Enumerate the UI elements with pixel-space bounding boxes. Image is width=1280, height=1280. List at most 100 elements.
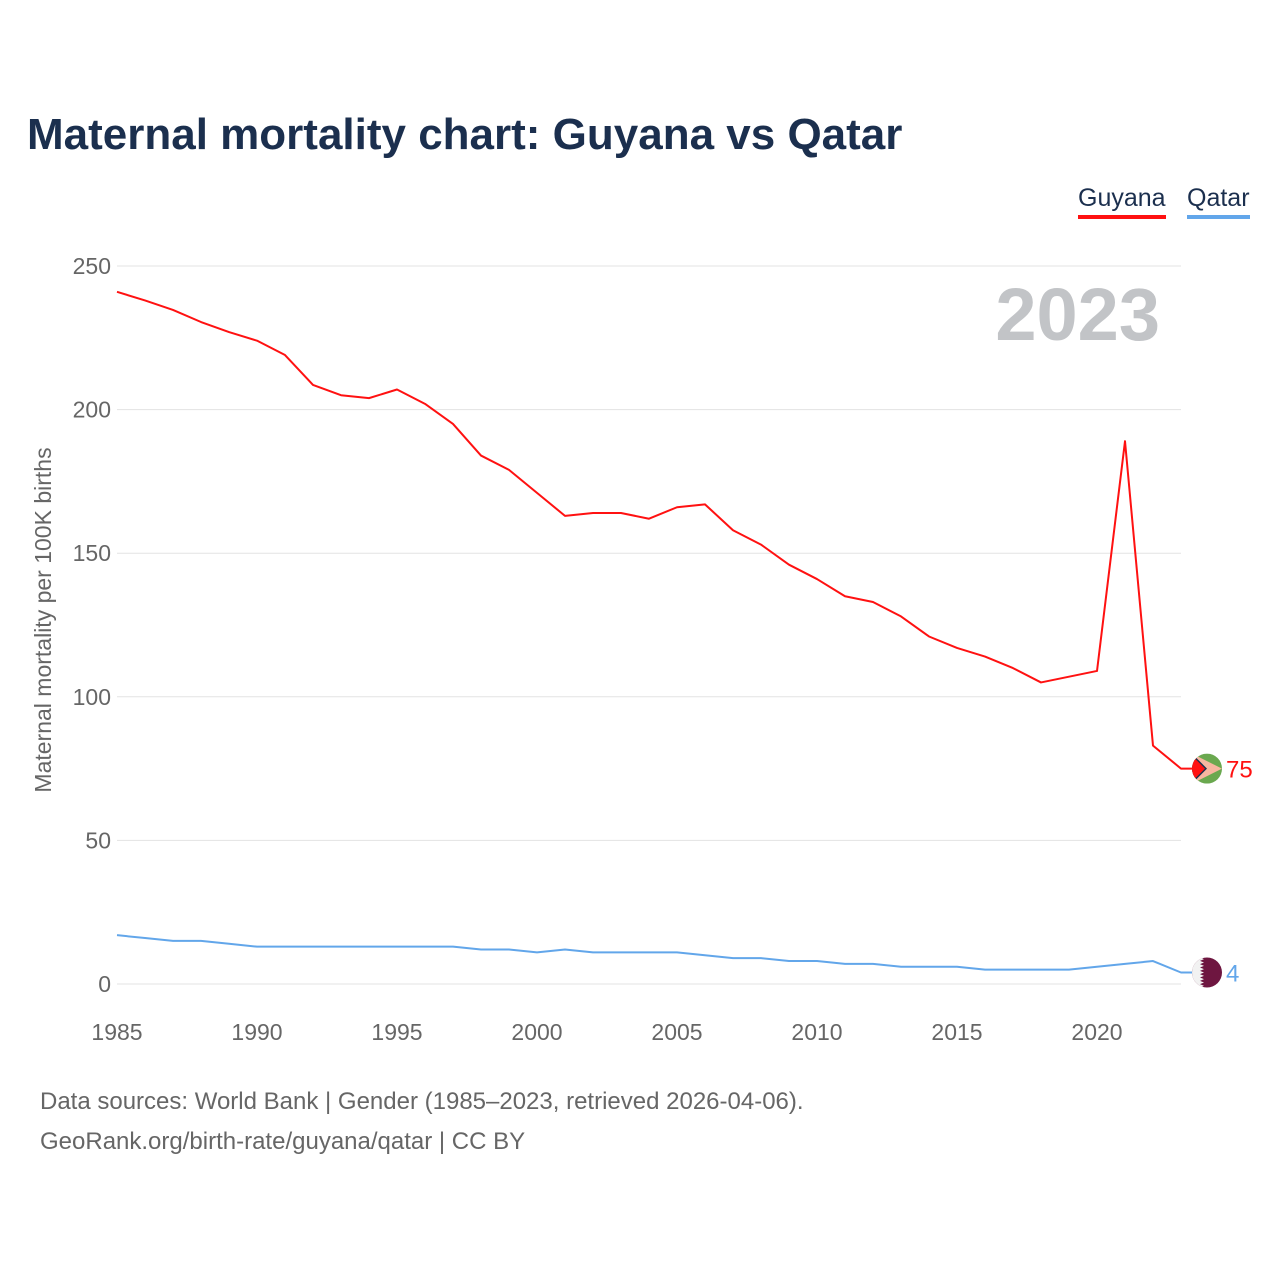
data-point <box>1179 767 1183 771</box>
data-point <box>1039 680 1043 684</box>
data-point <box>759 543 763 547</box>
data-point <box>171 308 175 312</box>
data-point <box>1011 968 1015 972</box>
data-point <box>563 514 567 518</box>
footer-link[interactable]: GeoRank.org/birth-rate/guyana/qatar | CC… <box>40 1128 526 1155</box>
data-point <box>255 339 259 343</box>
data-point <box>1151 744 1155 748</box>
data-point <box>535 491 539 495</box>
legend-qatar[interactable]: Qatar <box>1187 184 1250 219</box>
data-point <box>423 945 427 949</box>
data-point <box>311 383 315 387</box>
data-point <box>367 945 371 949</box>
data-point <box>675 505 679 509</box>
data-point <box>171 939 175 943</box>
data-point <box>955 965 959 969</box>
data-point <box>787 959 791 963</box>
data-point <box>227 942 231 946</box>
data-point <box>843 962 847 966</box>
x-tick-label: 2005 <box>651 1019 702 1045</box>
guyana-flag-icon <box>1192 753 1222 784</box>
data-point <box>451 422 455 426</box>
data-point <box>1151 959 1155 963</box>
data-point <box>955 646 959 650</box>
qatar-flag-icon <box>1192 957 1222 988</box>
data-point <box>619 950 623 954</box>
data-point <box>395 387 399 391</box>
x-tick-label: 2020 <box>1071 1019 1122 1045</box>
data-point <box>227 330 231 334</box>
data-point <box>675 950 679 954</box>
data-point <box>367 396 371 400</box>
data-point <box>731 528 735 532</box>
data-point <box>395 945 399 949</box>
data-point <box>451 945 455 949</box>
data-point <box>843 594 847 598</box>
data-point <box>479 948 483 952</box>
series-line-qatar <box>116 934 1193 974</box>
data-point <box>815 959 819 963</box>
x-tick-label: 2000 <box>511 1019 562 1045</box>
data-point <box>1011 666 1015 670</box>
data-point <box>311 945 315 949</box>
x-tick-label: 2015 <box>931 1019 982 1045</box>
data-point <box>647 517 651 521</box>
data-point <box>731 956 735 960</box>
data-point <box>339 393 343 397</box>
chart-title: Maternal mortality chart: Guyana vs Qata… <box>27 110 903 159</box>
data-point <box>927 965 931 969</box>
data-point <box>535 950 539 954</box>
data-point <box>1039 968 1043 972</box>
data-point <box>143 298 147 302</box>
data-point <box>1067 675 1071 679</box>
x-tick-label: 1985 <box>91 1019 142 1045</box>
data-point <box>507 948 511 952</box>
y-tick-label: 200 <box>73 397 111 423</box>
data-point <box>283 353 287 357</box>
data-point <box>1123 439 1127 443</box>
data-point <box>815 577 819 581</box>
data-point <box>899 614 903 618</box>
series-line-guyana <box>116 290 1193 770</box>
data-point <box>115 933 119 937</box>
data-point <box>339 945 343 949</box>
data-point <box>787 563 791 567</box>
y-tick-label: 100 <box>73 684 111 710</box>
data-point <box>591 511 595 515</box>
data-point <box>619 511 623 515</box>
data-point <box>703 953 707 957</box>
x-tick-label: 1995 <box>371 1019 422 1045</box>
y-tick-label: 250 <box>73 253 111 279</box>
data-point <box>871 600 875 604</box>
data-point <box>283 945 287 949</box>
data-point <box>1095 965 1099 969</box>
data-point <box>199 939 203 943</box>
data-point <box>1067 968 1071 972</box>
data-point <box>199 320 203 324</box>
data-point <box>1123 962 1127 966</box>
data-point <box>255 945 259 949</box>
legend-guyana[interactable]: Guyana <box>1078 184 1166 219</box>
data-point <box>703 502 707 506</box>
data-point <box>927 634 931 638</box>
data-point <box>591 950 595 954</box>
year-label: 2023 <box>995 273 1160 356</box>
data-point <box>871 962 875 966</box>
data-point <box>507 468 511 472</box>
data-point <box>479 454 483 458</box>
y-axis-label: Maternal mortality per 100K births <box>30 447 56 792</box>
data-point <box>1095 669 1099 673</box>
y-tick-label: 150 <box>73 540 111 566</box>
y-tick-label: 50 <box>85 827 111 853</box>
data-point <box>143 936 147 940</box>
data-point <box>899 965 903 969</box>
y-tick-label: 0 <box>98 971 111 997</box>
data-point <box>115 290 119 294</box>
x-tick-label: 1990 <box>231 1019 282 1045</box>
end-value-label: 75 <box>1226 757 1253 784</box>
footer-sources: Data sources: World Bank | Gender (1985–… <box>40 1088 804 1115</box>
x-tick-label: 2010 <box>791 1019 842 1045</box>
data-point <box>983 655 987 659</box>
data-point <box>647 950 651 954</box>
